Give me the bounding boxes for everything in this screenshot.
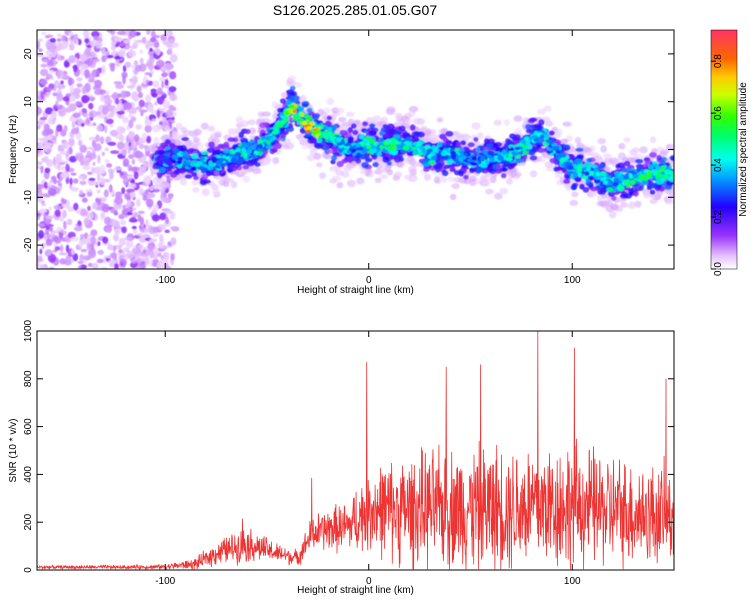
colorbar: 0.0 0.2 0.4 0.6 0.8 Normalized spectral ampl… [710,29,749,276]
spectrogram-x-axis-label: Height of straight line (km) [297,285,414,296]
snr-frame [36,330,675,571]
spectrogram-y-tick-label: -20 [23,237,34,252]
snr-y-tick-label: 400 [23,466,34,483]
spectrogram-x-tick-label: -100 [155,275,175,286]
snr-x-tick-label: -100 [155,576,175,587]
colorbar-tick-label: 0.2 [713,210,724,224]
spectrogram-y-tick-label: 10 [23,96,34,108]
chart-title: S126.2025.285.01.05.G07 [272,2,438,18]
colorbar-tick-label: 0.6 [713,106,724,120]
spectrogram-x-tick-label: 0 [366,275,372,286]
colorbar-tick-label: 0.4 [713,158,724,172]
spectrogram-x-tick-label: 100 [564,275,581,286]
colorbar-gradient [710,29,738,270]
spectrogram-image [37,30,674,269]
spectrogram-y-axis-label: Frequency (Hz) [8,115,19,184]
colorbar-tick-label: 0.8 [713,54,724,68]
snr-series-line [37,331,674,570]
snr-x-tick-label: 100 [564,576,581,587]
spectrogram-y-tick-label: 20 [23,48,34,60]
snr-y-axis-label: SNR (10 * v/v) [8,419,19,483]
snr-y-tick-label: 1000 [23,319,34,342]
snr-y-tick-label: 600 [23,418,34,435]
colorbar-label: Normalized spectral amplitude [738,82,749,217]
snr-y-tick-label: 200 [23,513,34,530]
colorbar-tick-label: 0.0 [713,262,724,276]
snr-x-tick-label: 0 [366,576,372,587]
snr-y-tick-label: 0 [23,567,34,573]
spectrogram-y-tick-label: -10 [23,190,34,205]
spectrogram-y-tick-label: 0 [23,146,34,152]
snr-y-tick-label: 800 [23,370,34,387]
snr-x-axis-label: Height of straight line (km) [297,585,414,596]
